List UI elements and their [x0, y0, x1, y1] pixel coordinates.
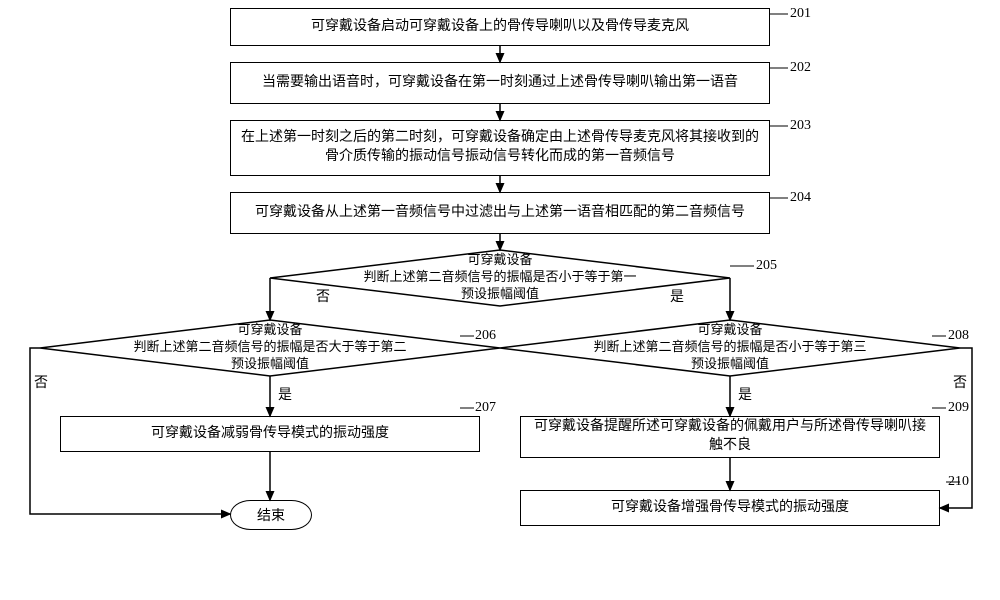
label-206-no: 否: [34, 372, 48, 392]
d206-top: 可穿戴设备: [237, 322, 302, 337]
step-203: 在上述第一时刻之后的第二时刻，可穿戴设备确定由上述骨传导麦克风将其接收到的骨介质…: [230, 120, 770, 176]
num-207: 207: [475, 400, 496, 416]
step-202-text: 当需要输出语音时，可穿戴设备在第一时刻通过上述骨传导喇叭输出第一语音: [262, 74, 738, 93]
step-204: 可穿戴设备从上述第一音频信号中过滤出与上述第一语音相匹配的第二音频信号: [230, 192, 770, 234]
num-203: 203: [790, 118, 811, 134]
num-202: 202: [790, 60, 811, 76]
d208-text: 判断上述第二音频信号的振幅是否小于等于第三预设振幅阈值: [593, 339, 866, 371]
num-206: 206: [475, 328, 496, 344]
step-209-text: 可穿戴设备提醒所述可穿戴设备的佩戴用户与所述骨传导喇叭接触不良: [529, 418, 931, 456]
label-206-yes: 是: [278, 384, 292, 404]
step-210: 可穿戴设备增强骨传导模式的振动强度: [520, 490, 940, 526]
step-201: 可穿戴设备启动可穿戴设备上的骨传导喇叭以及骨传导麦克风: [230, 8, 770, 46]
step-202: 当需要输出语音时，可穿戴设备在第一时刻通过上述骨传导喇叭输出第一语音: [230, 62, 770, 104]
diamond-206-text: 可穿戴设备 判断上述第二音频信号的振幅是否大于等于第二预设振幅阈值: [130, 322, 410, 373]
num-208: 208: [948, 328, 969, 344]
step-209: 可穿戴设备提醒所述可穿戴设备的佩戴用户与所述骨传导喇叭接触不良: [520, 416, 940, 458]
num-204: 204: [790, 190, 811, 206]
d208-top: 可穿戴设备: [697, 322, 762, 337]
step-201-text: 可穿戴设备启动可穿戴设备上的骨传导喇叭以及骨传导麦克风: [311, 18, 689, 37]
label-205-yes: 是: [670, 286, 684, 306]
num-209: 209: [948, 400, 969, 416]
step-204-text: 可穿戴设备从上述第一音频信号中过滤出与上述第一语音相匹配的第二音频信号: [255, 204, 745, 223]
end-node: 结束: [230, 500, 312, 530]
num-210: 210: [948, 474, 969, 490]
d205-top: 可穿戴设备: [467, 252, 532, 267]
end-text: 结束: [257, 505, 285, 525]
label-205-no: 否: [316, 286, 330, 306]
label-208-no: 否: [953, 372, 967, 392]
step-207: 可穿戴设备减弱骨传导模式的振动强度: [60, 416, 480, 452]
num-205: 205: [756, 258, 777, 274]
num-201: 201: [790, 6, 811, 22]
label-208-yes: 是: [738, 384, 752, 404]
d206-text: 判断上述第二音频信号的振幅是否大于等于第二预设振幅阈值: [133, 339, 406, 371]
diamond-205-text: 可穿戴设备 判断上述第二音频信号的振幅是否小于等于第一预设振幅阈值: [360, 252, 640, 303]
step-210-text: 可穿戴设备增强骨传导模式的振动强度: [611, 499, 849, 518]
step-203-text: 在上述第一时刻之后的第二时刻，可穿戴设备确定由上述骨传导麦克风将其接收到的骨介质…: [239, 129, 761, 167]
d205-text: 判断上述第二音频信号的振幅是否小于等于第一预设振幅阈值: [363, 269, 636, 301]
step-207-text: 可穿戴设备减弱骨传导模式的振动强度: [151, 425, 389, 444]
diamond-208-text: 可穿戴设备 判断上述第二音频信号的振幅是否小于等于第三预设振幅阈值: [590, 322, 870, 373]
